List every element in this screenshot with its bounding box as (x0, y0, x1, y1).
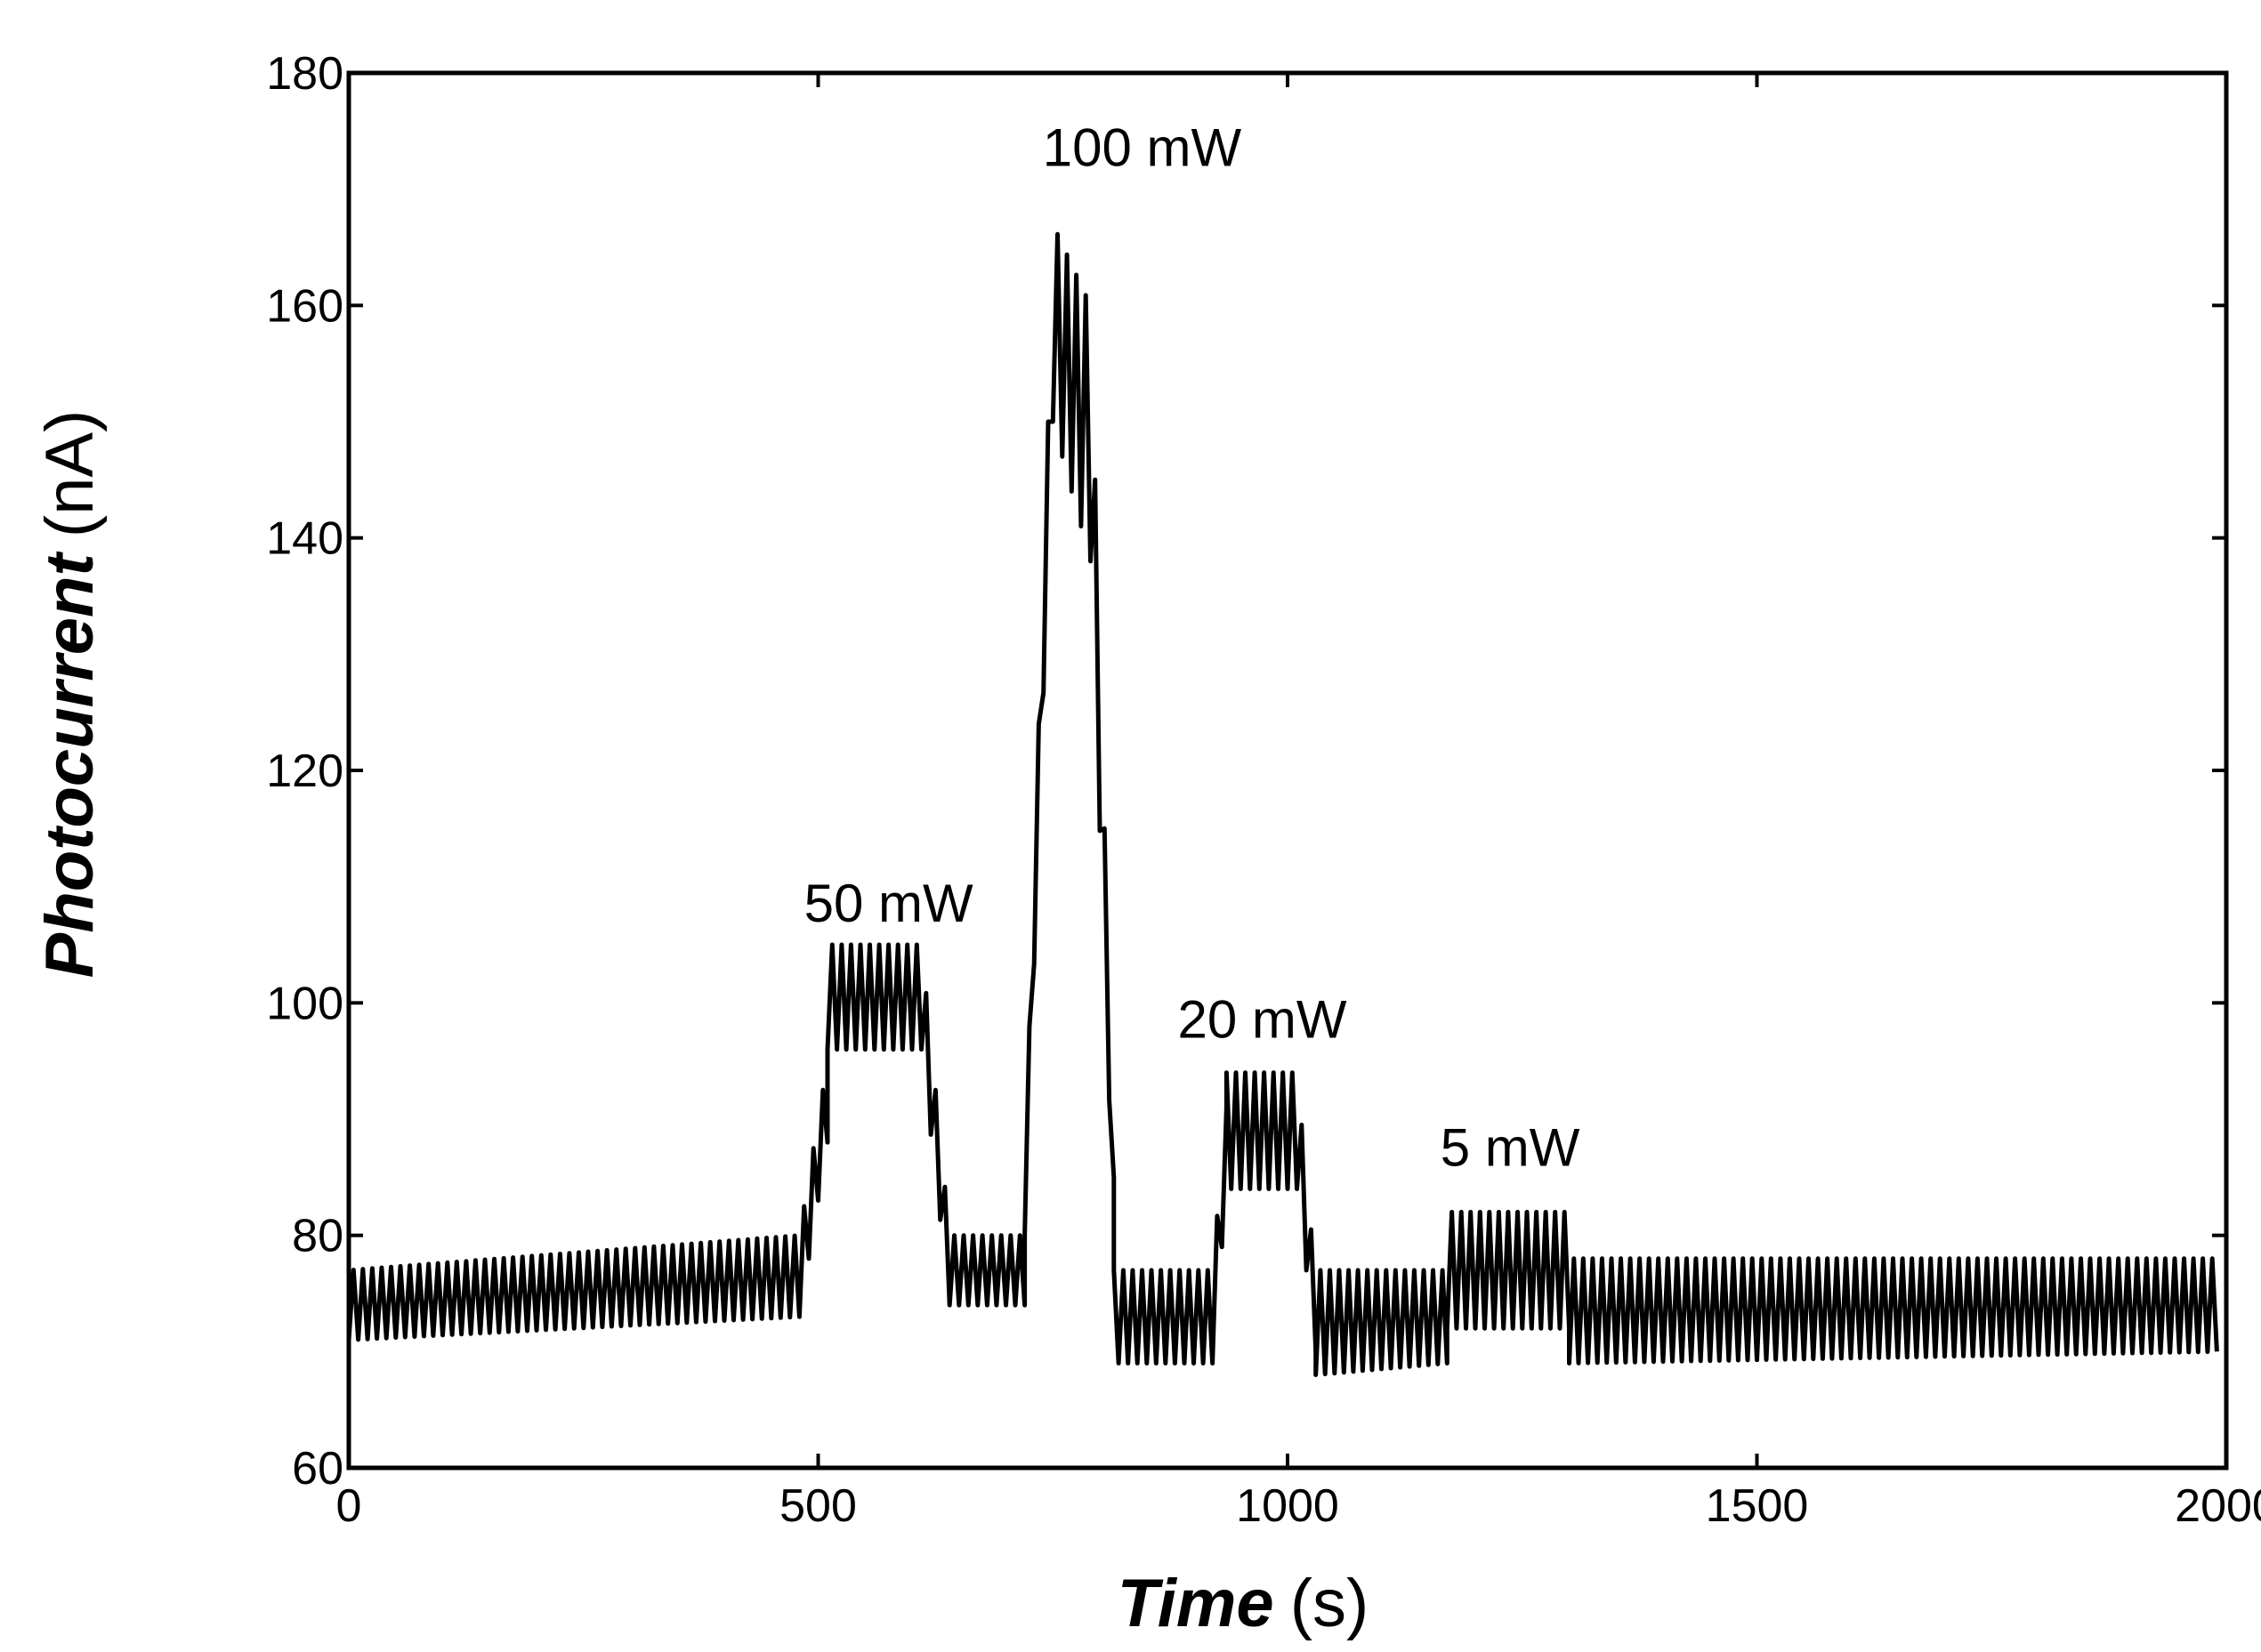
x-axis-ticks: 0 500 1000 1500 2000 (336, 73, 2261, 1532)
x-tick-label: 2000 (2175, 1480, 2261, 1532)
y-tick-label: 120 (266, 745, 343, 797)
x-axis-title: Time (s) (1118, 1566, 1369, 1641)
x-axis-title-quantity: Time (1118, 1566, 1274, 1641)
annotation-label: 20 mW (1177, 990, 1346, 1050)
annotation-label: 100 mW (1043, 118, 1242, 178)
y-axis-title-unit: (nA) (32, 410, 108, 538)
x-tick-label: 1500 (1706, 1480, 1809, 1532)
plot-frame (346, 70, 2229, 1471)
y-axis-title-quantity: Photocurrent (32, 552, 108, 979)
y-axis-title: Photocurrent (nA) (32, 410, 108, 979)
y-tick-label: 140 (266, 513, 343, 565)
y-axis-ticks: 60 80 100 120 140 160 180 (266, 48, 2226, 1495)
y-tick-label: 100 (266, 978, 343, 1029)
y-tick-label: 60 (292, 1443, 343, 1495)
series-line-photocurrent (346, 231, 2219, 1377)
annotation-label: 50 mW (804, 874, 973, 933)
x-tick-label: 500 (779, 1480, 857, 1532)
y-tick-label: 80 (292, 1211, 343, 1262)
y-tick-label: 160 (266, 280, 343, 332)
y-tick-label: 180 (266, 48, 343, 100)
x-tick-label: 0 (336, 1480, 362, 1532)
x-axis-title-unit: (s) (1290, 1566, 1369, 1641)
x-tick-label: 1000 (1236, 1480, 1339, 1532)
power-annotations: 50 mW 100 mW 20 mW 5 mW (804, 118, 1580, 1178)
annotation-label: 5 mW (1441, 1117, 1580, 1177)
